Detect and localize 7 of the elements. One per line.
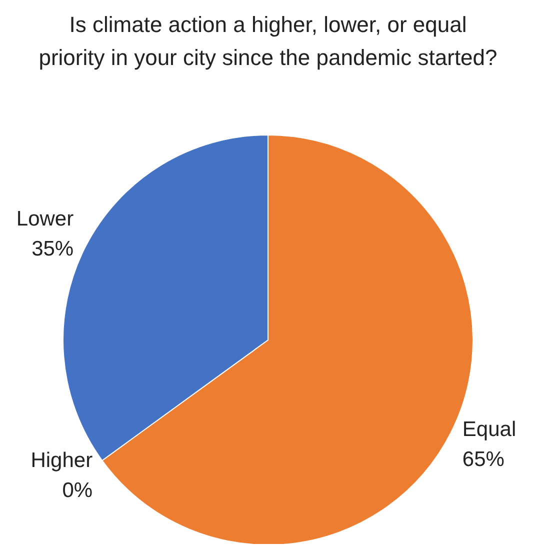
data-label: 35% xyxy=(32,238,74,261)
data-label: 65% xyxy=(462,448,504,471)
slice-label: Lower xyxy=(16,208,74,231)
slice-label: Equal xyxy=(462,418,516,441)
chart-title: Is climate action a higher, lower, or equal priority in your city since the pandemic started? xyxy=(38,11,498,72)
category-label: Higher xyxy=(30,448,93,472)
text: 0% xyxy=(62,478,93,502)
